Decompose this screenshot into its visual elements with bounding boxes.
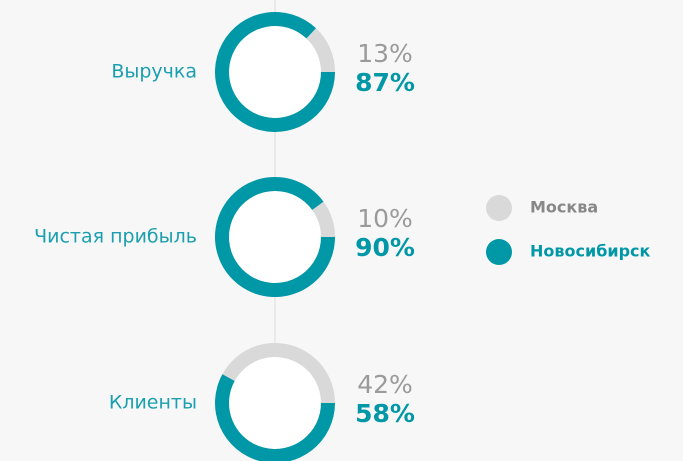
legend-label: Новосибирск: [530, 242, 651, 261]
donut-segment: [306, 28, 335, 72]
legend-swatch: [486, 195, 512, 221]
category-label: Чистая прибыль: [34, 226, 197, 248]
donut-segment: [215, 374, 335, 461]
value-label: 90%: [355, 233, 415, 262]
value-label: 42%: [357, 370, 413, 399]
value-label: 10%: [357, 204, 413, 233]
donut-hole: [229, 357, 321, 449]
category-label: Клиенты: [109, 392, 197, 414]
legend-swatch: [486, 239, 512, 265]
category-label: Выручка: [111, 61, 197, 83]
donut-segment: [222, 343, 335, 403]
donut-segment: [312, 201, 335, 237]
donut-hole: [229, 191, 321, 283]
legend-label: Москва: [530, 198, 598, 217]
value-label: 58%: [355, 399, 415, 428]
value-label: 13%: [357, 39, 413, 68]
donut-hole: [229, 26, 321, 118]
value-label: 87%: [355, 68, 415, 97]
